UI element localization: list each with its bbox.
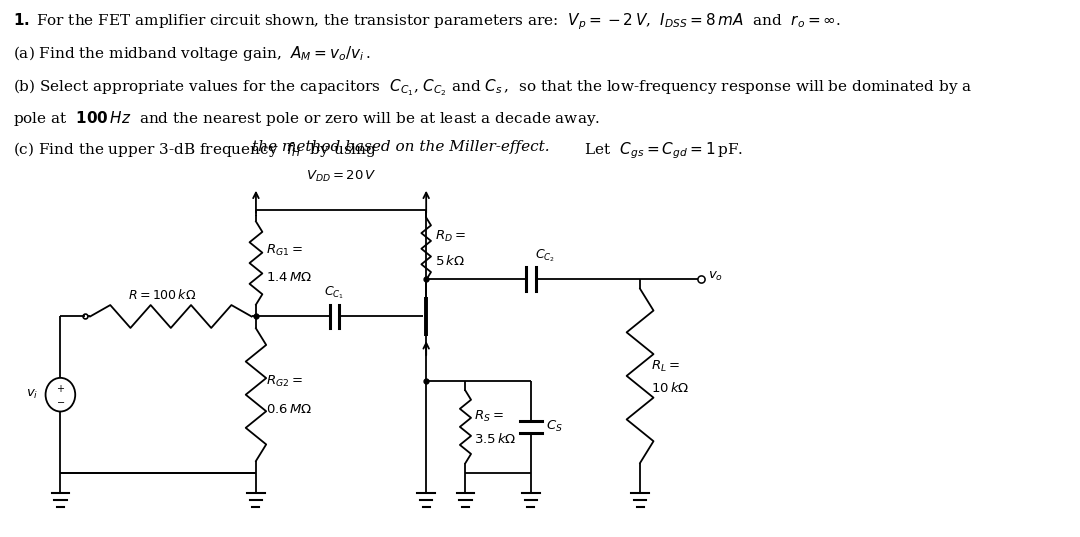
Text: $C_S$: $C_S$ [545,419,563,434]
Text: $1.4\,M\Omega$: $1.4\,M\Omega$ [267,271,313,285]
Text: $10\,k\Omega$: $10\,k\Omega$ [650,381,689,395]
Text: $v_i$: $v_i$ [26,388,39,401]
Text: $v_o$: $v_o$ [708,270,724,284]
Text: (b) Select appropriate values for the capacitors  $C_{C_1}$, $C_{C_2}$ and $C_s\: (b) Select appropriate values for the ca… [13,77,973,98]
Text: (a) Find the midband voltage gain,  $A_M = v_o/v_i\,$.: (a) Find the midband voltage gain, $A_M … [13,45,372,63]
Text: $3.5\,k\Omega$: $3.5\,k\Omega$ [474,432,516,446]
Text: $R_L =$: $R_L =$ [650,358,679,374]
Text: $\mathbf{1.}$: $\mathbf{1.}$ [13,12,30,28]
Text: $0.6\,M\Omega$: $0.6\,M\Omega$ [267,403,313,416]
Text: $R = 100\,k\Omega$: $R = 100\,k\Omega$ [127,288,197,302]
Text: Let  $C_{gs} =C_{gd} =1\,$pF.: Let $C_{gs} =C_{gd} =1\,$pF. [575,140,743,161]
Text: $C_{C_1}$: $C_{C_1}$ [324,284,345,301]
Text: (c) Find the upper 3-dB frequency  $f_H$  by using: (c) Find the upper 3-dB frequency $f_H$ … [13,140,378,159]
Text: $R_{G2} =$: $R_{G2} =$ [267,374,303,389]
Text: +: + [56,384,65,394]
Text: $C_{C_2}$: $C_{C_2}$ [536,248,555,264]
Text: $R_{G1} =$: $R_{G1} =$ [267,243,303,258]
Text: $5\,k\Omega$: $5\,k\Omega$ [435,253,464,267]
Text: For the FET amplifier circuit shown, the transistor parameters are:  $V_p =-2\,V: For the FET amplifier circuit shown, the… [36,12,841,32]
Text: the method based on the Miller-effect.: the method based on the Miller-effect. [252,140,550,154]
Text: pole at  $\mathbf{100}\,\mathit{Hz}$  and the nearest pole or zero will be at le: pole at $\mathbf{100}\,\mathit{Hz}$ and … [13,108,600,128]
Text: $-$: $-$ [56,396,65,405]
Text: $R_S =$: $R_S =$ [474,409,504,424]
Text: $V_{DD} = 20\,V$: $V_{DD} = 20\,V$ [306,169,377,184]
Text: $R_D =$: $R_D =$ [435,229,465,244]
